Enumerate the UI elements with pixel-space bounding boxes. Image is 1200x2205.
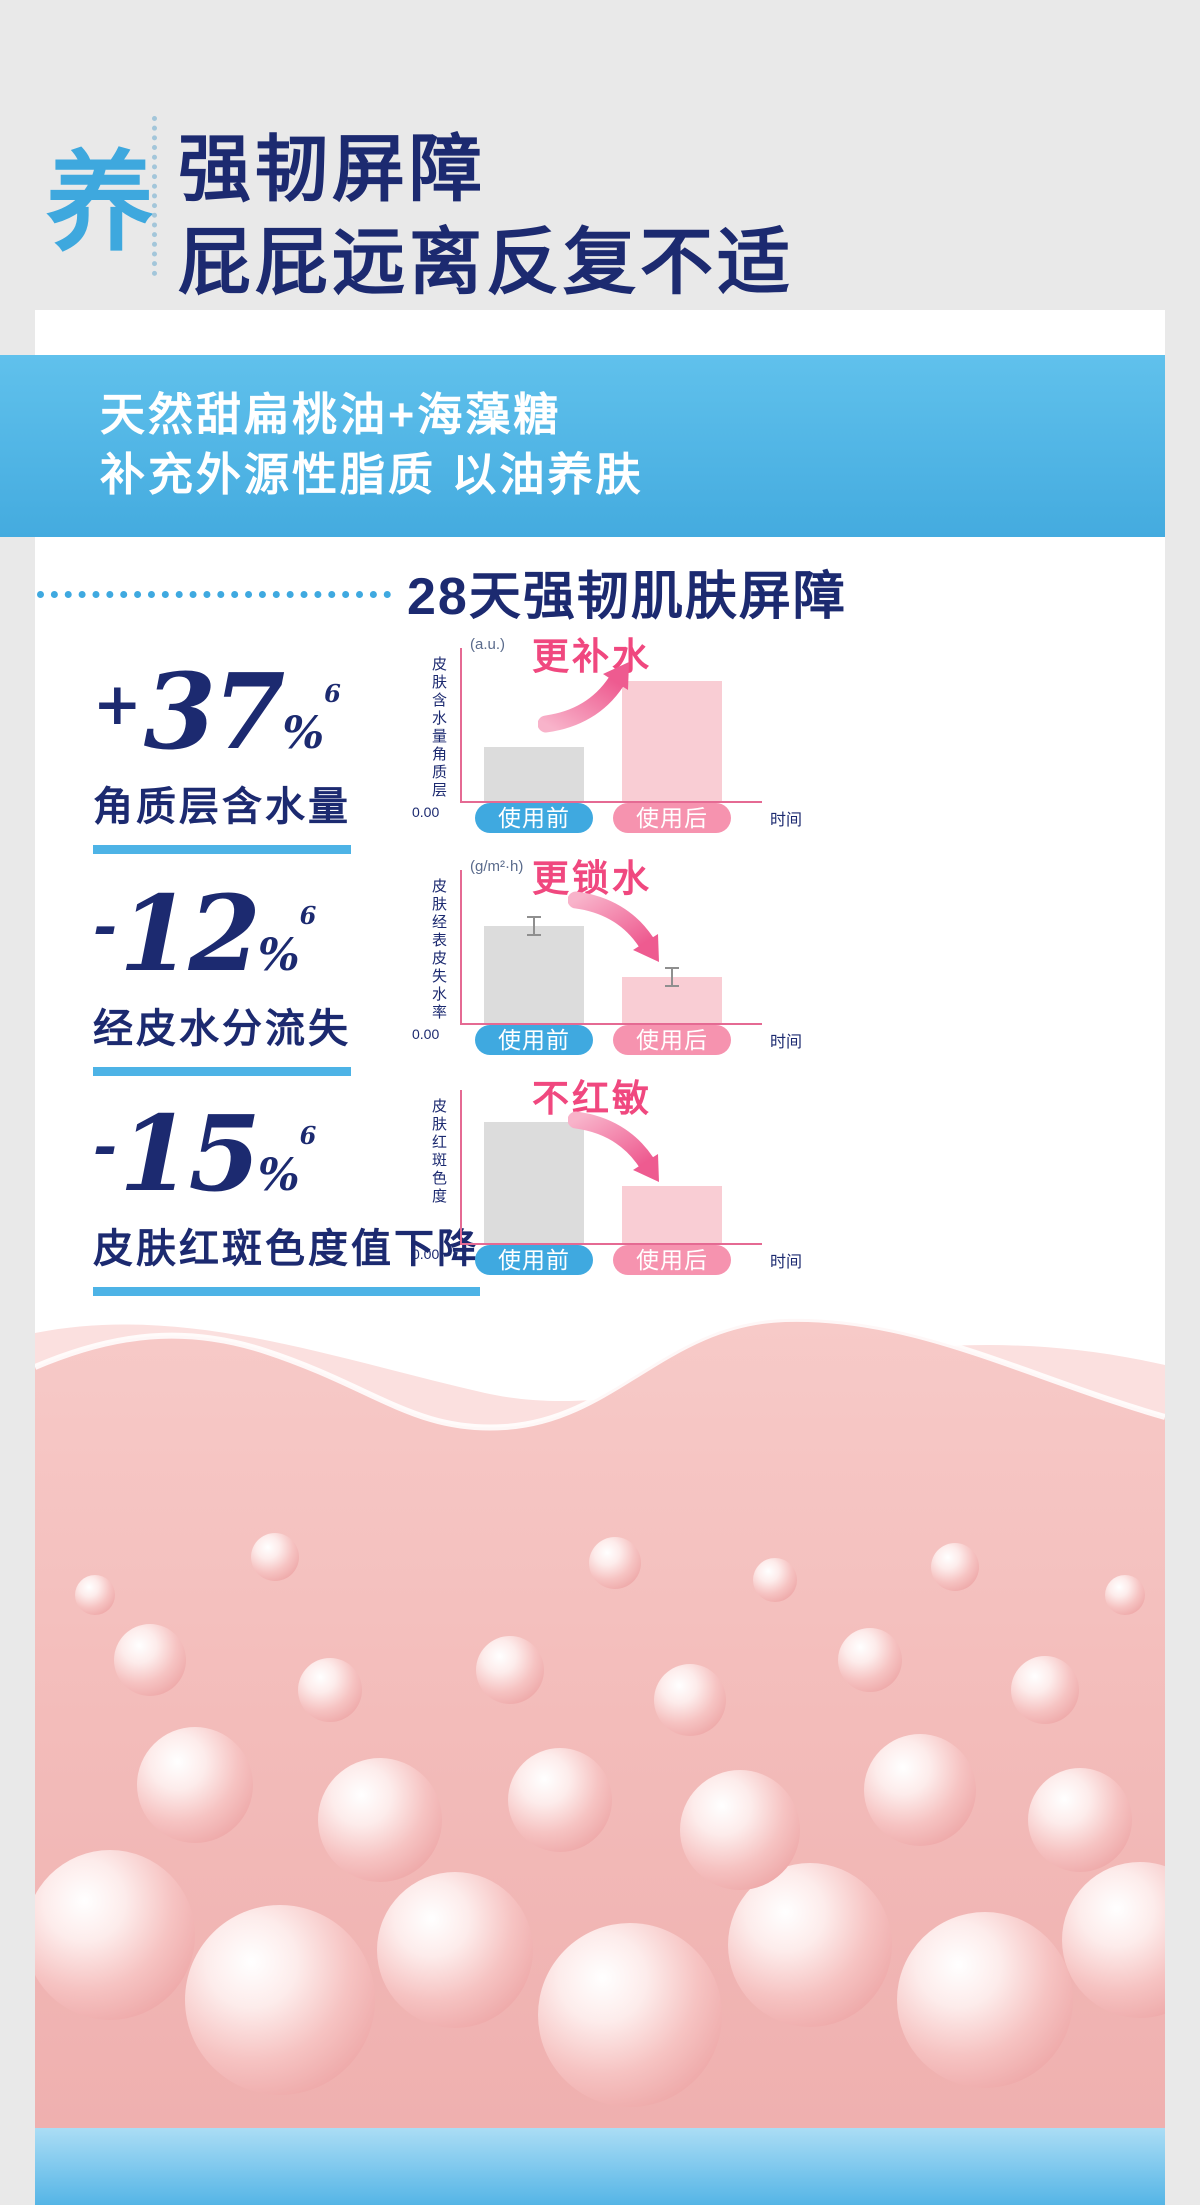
y-axis-label: 皮肤经表皮失水率 [430,878,447,1022]
y-axis-unit: (g/m²·h) [470,858,524,875]
stat-footnote: 6 [299,1121,317,1150]
category-pill-after: 使用后 [613,1245,731,1275]
stat-sign: - [93,892,118,960]
stat-number: +37%6 [93,660,351,764]
stat-label: 角质层含水量 [93,774,351,854]
stat-sign: + [93,670,142,738]
category-badge: 养 [46,142,155,263]
plot-area [462,1092,760,1245]
trend-down-arrow-icon [568,891,659,962]
wave-highlight [35,1315,1165,1431]
stat-number: -15%6 [93,1102,480,1206]
y-axis-label: 皮肤含水量角质层 [430,656,447,800]
bar-chart-water-loss: 更锁水 (g/m²·h) 皮肤经表皮失水率 0.00 使用前 [412,858,860,1082]
bar-before [484,916,584,1025]
section-title: 28天强韧肌肤屏障 [407,568,847,626]
bar-after [622,1186,722,1245]
bar-before [484,1122,584,1245]
trend-down-arrow-icon [568,1111,659,1182]
error-bar [527,916,541,936]
trend-up-arrow-icon [538,662,629,733]
dotted-divider-horizontal [37,591,391,598]
stat-value: 12 [119,872,261,995]
chart-highlight: 更补水 [532,636,652,677]
origin-label: 0.00 [412,1246,440,1262]
stat-sign: - [93,1112,118,1180]
stat-label: 皮肤红斑色度值下降 [93,1216,480,1296]
footer-strip [35,2128,1165,2205]
y-axis-label: 皮肤红斑色度 [430,1098,447,1206]
benefit-row-redness: -15%6 皮肤红斑色度值下降 不红敏 皮肤红斑色度 [35,1078,1165,1304]
x-axis-line [460,1023,762,1025]
category-pill-before: 使用前 [475,1245,593,1275]
stat-water-loss: -12%6 经皮水分流失 [93,882,351,1076]
bar-chart-hydration: 更补水 (a.u.) 皮肤含水量角质层 0.00 使用前 [412,636,860,860]
stat-unit: % [257,930,300,981]
origin-label: 0.00 [412,804,440,820]
ingredient-banner: 天然甜扁桃油+海藻糖 补充外源性脂质 以油养肤 [0,355,1165,537]
page-title-line1: 强韧屏障 [178,129,486,210]
x-axis-label: 时间 [770,1254,803,1271]
category-pill-after: 使用后 [613,803,731,833]
stat-unit: % [257,1150,300,1201]
plot-area [462,872,760,1025]
chart-highlight: 不红敏 [532,1078,652,1119]
y-axis-line [460,648,462,803]
benefit-row-water-loss: -12%6 经皮水分流失 更锁水 (g/m²·h) 皮肤经表皮失水率 [35,858,1165,1084]
bar-before [484,747,584,803]
page-title-line2: 屁屁远离反复不适 [178,222,794,303]
stat-value: 37 [143,650,286,773]
x-axis-label: 时间 [770,812,803,829]
stat-hydration: +37%6 角质层含水量 [93,660,351,854]
banner-line2: 补充外源性脂质 以油养肤 [100,449,644,500]
y-axis-unit: (a.u.) [470,636,506,653]
stat-footnote: 6 [299,901,317,930]
stat-number: -12%6 [93,882,351,986]
benefit-row-hydration: +37%6 角质层含水量 更补水 (a.u.) 皮肤含水量角质层 [35,636,1165,862]
x-axis-label: 时间 [770,1034,803,1051]
bubbles [35,1533,1165,2107]
bar-chart-redness: 不红敏 皮肤红斑色度 0.00 使用前 使用后 [412,1078,860,1302]
dotted-divider-vertical [152,116,157,276]
stat-value: 15 [119,1092,261,1215]
bar-after [622,681,722,803]
category-pill-before: 使用前 [475,803,593,833]
bubble-wave-illustration [35,1315,1165,2128]
x-axis-line [460,1243,762,1245]
error-bar [665,967,679,987]
stat-redness: -15%6 皮肤红斑色度值下降 [93,1102,480,1296]
stat-label: 经皮水分流失 [93,996,351,1076]
stat-unit: % [282,708,325,759]
bar-after [622,967,722,1025]
category-pill-after: 使用后 [613,1025,731,1055]
banner-line1: 天然甜扁桃油+海藻糖 [100,389,562,440]
plot-area [462,650,760,803]
stat-footnote: 6 [324,679,341,708]
x-axis-line [460,801,762,803]
origin-label: 0.00 [412,1026,440,1042]
content-card: 天然甜扁桃油+海藻糖 补充外源性脂质 以油养肤 28天强韧肌肤屏障 +37%6 … [0,310,1165,2205]
y-axis-line [460,1090,462,1245]
chart-highlight: 更锁水 [532,858,652,899]
category-pill-before: 使用前 [475,1025,593,1055]
y-axis-line [460,870,462,1025]
